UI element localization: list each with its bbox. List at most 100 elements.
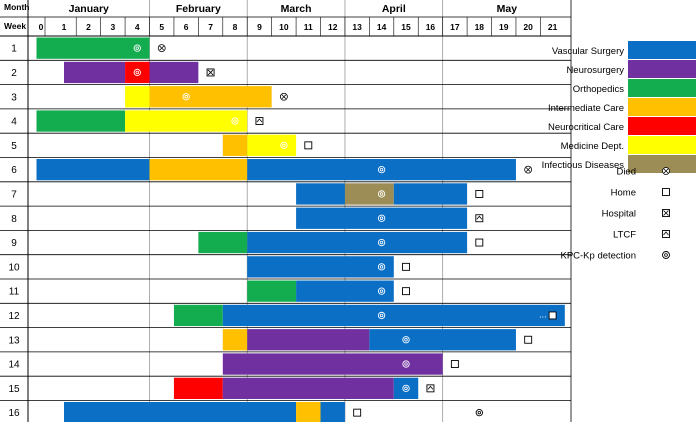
week-label-9: 9 — [257, 22, 262, 32]
ward-stay-bar — [344, 183, 394, 205]
legend-outcome-label: LTCF — [613, 230, 636, 241]
kpc-ring-inner — [233, 119, 237, 123]
week-label-1: 1 — [62, 22, 67, 32]
died-icon-stroke — [281, 94, 287, 100]
home-icon — [402, 287, 410, 296]
kpc-ring-inner — [379, 192, 384, 196]
legend-label: Neurocritical Care — [548, 122, 624, 133]
ltcf-icon — [662, 230, 670, 238]
kpc-detection-marker — [377, 238, 386, 247]
ward-stay-bar — [198, 231, 248, 254]
kpc-detection-marker — [377, 287, 386, 295]
ward-stay-bar — [393, 377, 419, 399]
kpc-ring-outer — [377, 165, 386, 174]
ward-stay-bar — [222, 329, 248, 351]
outcome-marker-ltcf — [426, 384, 435, 393]
week-label-11: 11 — [304, 22, 313, 32]
ward-stay-bar — [36, 37, 150, 59]
kpc-ring-outer — [280, 141, 288, 150]
patient-id: 9 — [11, 238, 17, 249]
ward-stay-bar — [36, 159, 150, 181]
kpc-ring-inner — [404, 386, 408, 391]
kpc-detection-marker — [402, 336, 410, 344]
kpc-ring-outer — [377, 238, 386, 247]
patient-id: 7 — [11, 189, 17, 200]
ward-stay-bar — [296, 183, 345, 205]
ward-stay-bar — [125, 86, 150, 108]
month-label-march: March — [281, 3, 312, 15]
legend-hospital-icon — [662, 209, 670, 217]
home-icon — [548, 311, 557, 320]
kpc-ring-inner — [379, 216, 384, 220]
kpc-ring-inner — [135, 46, 139, 50]
week-label-15: 15 — [401, 22, 411, 32]
markers-layer: ... — [133, 44, 557, 417]
patient-id: 4 — [11, 117, 17, 128]
month-label-january: January — [69, 3, 109, 15]
kpc-ring-outer — [182, 93, 190, 101]
week-label-4: 4 — [135, 22, 140, 32]
kpc-ring-inner — [135, 70, 139, 75]
kpc-ring-outer — [377, 311, 386, 320]
kpc-detection-marker — [182, 93, 190, 101]
patient-id: 14 — [8, 360, 20, 371]
kpc-ring-outer — [475, 408, 483, 417]
kpc-ring-outer — [377, 214, 386, 222]
died-icon-stroke — [525, 167, 531, 172]
outcome-marker-died — [157, 44, 166, 53]
week-label-18: 18 — [475, 22, 485, 32]
week-label-6: 6 — [184, 22, 189, 32]
patient-id: 3 — [11, 92, 17, 103]
legend-kpc-icon — [662, 251, 670, 259]
patient-id: 2 — [11, 68, 17, 79]
month-label-february: February — [176, 3, 221, 15]
kpc-detection-marker — [402, 360, 410, 368]
ward-stay-bar — [247, 134, 297, 156]
home-icon — [475, 238, 484, 247]
week-label-21: 21 — [548, 22, 558, 32]
legend-outcome-label: KPC-Kp detection — [560, 251, 636, 262]
legend-label: Infectious Diseases — [542, 160, 625, 171]
ward-stay-bar — [247, 231, 468, 254]
ward-stay-bar — [149, 86, 272, 108]
legend-label: Medicine Dept. — [561, 141, 624, 152]
continuation-note: ... — [539, 309, 547, 319]
kpc-ring-inner — [379, 265, 384, 269]
ward-stay-bar — [222, 353, 443, 375]
ward-stay-bar — [64, 61, 126, 84]
kpc-detection-marker — [402, 384, 410, 392]
outcome-marker-hospital — [206, 68, 215, 77]
legend-swatch — [628, 79, 696, 97]
kpc-ring-outer — [662, 251, 670, 259]
outcome-marker-home — [353, 408, 362, 417]
ward-stay-bar — [222, 304, 565, 327]
ward-stay-bar — [222, 134, 248, 156]
ward-stay-bar — [64, 402, 297, 424]
kpc-ring-outer — [231, 117, 239, 125]
kpc-ring-inner — [404, 362, 408, 366]
legend-outcome-label: Died — [616, 167, 636, 178]
home-icon — [450, 360, 459, 368]
patient-id: 11 — [9, 287, 20, 298]
outcome-marker-home — [402, 287, 410, 296]
kpc-ring-inner — [664, 253, 668, 257]
outcome-marker-home — [475, 238, 484, 247]
ward-stay-bar — [320, 402, 345, 424]
patient-id: 12 — [8, 311, 20, 322]
hospital-icon-stroke — [207, 69, 214, 76]
legend-label: Orthopedics — [573, 84, 624, 95]
ward-stay-bar — [125, 110, 248, 132]
legend-swatch — [628, 41, 696, 59]
outcome-marker-died — [524, 165, 533, 174]
patient-id: 8 — [11, 214, 17, 225]
ward-stay-bar — [393, 183, 468, 205]
outcome-marker-home — [304, 141, 313, 150]
kpc-ring-outer — [402, 360, 410, 368]
hospital-icon-stroke — [663, 210, 669, 216]
legend-swatch — [628, 60, 696, 78]
ward-stay-bar — [173, 377, 223, 399]
legend-swatch — [628, 155, 696, 173]
home-icon — [402, 262, 410, 271]
kpc-detection-marker — [377, 165, 386, 174]
